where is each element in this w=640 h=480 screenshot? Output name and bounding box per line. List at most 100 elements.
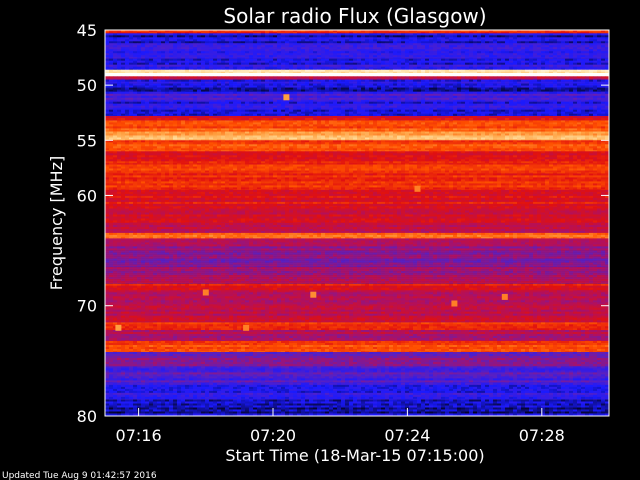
heatmap-cell: [585, 57, 589, 59]
heatmap-cell: [565, 63, 569, 65]
heatmap-cell: [429, 53, 433, 55]
heatmap-cell: [149, 23, 153, 25]
heatmap-cell: [397, 88, 401, 90]
heatmap-cell: [277, 55, 281, 57]
heatmap-cell: [177, 41, 181, 43]
heatmap-cell: [413, 88, 417, 90]
heatmap-cell: [249, 73, 253, 75]
heatmap-cell: [429, 67, 433, 69]
heatmap-cell: [521, 35, 525, 37]
heatmap-cell: [385, 45, 389, 47]
heatmap-cell: [313, 57, 317, 59]
heatmap-cell: [365, 57, 369, 59]
heatmap-cell: [557, 63, 561, 65]
heatmap-cell: [133, 41, 137, 43]
heatmap-cell: [121, 33, 125, 35]
heatmap-cell: [597, 37, 601, 39]
heatmap-cell: [169, 33, 173, 35]
heatmap-cell: [477, 82, 481, 84]
heatmap-cell: [441, 55, 445, 57]
heatmap-cell: [473, 41, 477, 43]
heatmap-cell: [381, 47, 385, 49]
heatmap-cell: [293, 55, 297, 57]
heatmap-cell: [373, 92, 377, 94]
heatmap-cell: [433, 88, 437, 90]
heatmap-cell: [249, 65, 253, 67]
heatmap-cell: [389, 61, 393, 63]
heatmap-cell: [145, 55, 149, 57]
heatmap-cell: [413, 59, 417, 61]
heatmap-cell: [293, 82, 297, 84]
heatmap-cell: [293, 84, 297, 86]
heatmap-cell: [585, 80, 589, 82]
heatmap-cell: [273, 41, 277, 43]
heatmap-cell: [457, 33, 461, 35]
heatmap-cell: [441, 57, 445, 59]
heatmap-cell: [333, 90, 337, 92]
heatmap-cell: [373, 53, 377, 55]
heatmap-cell: [593, 55, 597, 57]
heatmap-cell: [113, 37, 117, 39]
heatmap-cell: [297, 45, 301, 47]
heatmap-cell: [153, 51, 157, 53]
heatmap-cell: [449, 51, 453, 53]
heatmap-cell: [241, 84, 245, 86]
heatmap-cell: [409, 92, 413, 94]
heatmap-cell: [533, 67, 537, 69]
heatmap-cell: [317, 84, 321, 86]
heatmap-cell: [481, 63, 485, 65]
heatmap-cell: [145, 67, 149, 69]
heatmap-cell: [317, 43, 321, 45]
heatmap-cell: [433, 67, 437, 69]
heatmap-cell: [201, 86, 205, 88]
heatmap-cell: [137, 55, 141, 57]
heatmap-cell: [565, 49, 569, 51]
heatmap-cell: [445, 70, 449, 72]
heatmap-cell: [501, 35, 505, 37]
heatmap-cell: [537, 57, 541, 59]
heatmap-cell: [161, 51, 165, 53]
heatmap-cell: [177, 43, 181, 45]
heatmap-cell: [421, 61, 425, 63]
heatmap-cell: [125, 51, 129, 53]
heatmap-cell: [553, 90, 557, 92]
heatmap-cell: [109, 63, 113, 65]
heatmap-cell: [221, 55, 225, 57]
heatmap-cell: [113, 57, 117, 59]
heatmap-cell: [233, 55, 237, 57]
heatmap-cell: [241, 51, 245, 53]
heatmap-cell: [113, 92, 117, 94]
heatmap-cell: [177, 76, 181, 78]
heatmap-cell: [573, 53, 577, 55]
heatmap-cell: [569, 80, 573, 82]
heatmap-cell: [593, 53, 597, 55]
heatmap-cell: [309, 73, 313, 75]
heatmap-cell: [401, 39, 405, 41]
heatmap-cell: [217, 90, 221, 92]
heatmap-cell: [181, 82, 185, 84]
heatmap-cell: [249, 39, 253, 41]
heatmap-cell: [249, 51, 253, 53]
heatmap-cell: [397, 41, 401, 43]
heatmap-cell: [189, 80, 193, 82]
heatmap-cell: [365, 55, 369, 57]
heatmap-cell: [353, 86, 357, 88]
heatmap-cell: [281, 65, 285, 67]
heatmap-cell: [357, 49, 361, 51]
heatmap-cell: [321, 33, 325, 35]
heatmap-cell: [309, 45, 313, 47]
heatmap-cell: [557, 88, 561, 90]
heatmap-cell: [493, 37, 497, 39]
heatmap-cell: [589, 70, 593, 72]
heatmap-cell: [269, 33, 273, 35]
heatmap-cell: [189, 37, 193, 39]
heatmap-cell: [505, 90, 509, 92]
heatmap-cell: [461, 45, 465, 47]
heatmap-cell: [345, 88, 349, 90]
heatmap-cell: [173, 63, 177, 65]
heatmap-cell: [213, 25, 217, 27]
heatmap-cell: [597, 82, 601, 84]
heatmap-cell: [149, 88, 153, 90]
heatmap-cell: [589, 84, 593, 86]
heatmap-cell: [181, 33, 185, 35]
